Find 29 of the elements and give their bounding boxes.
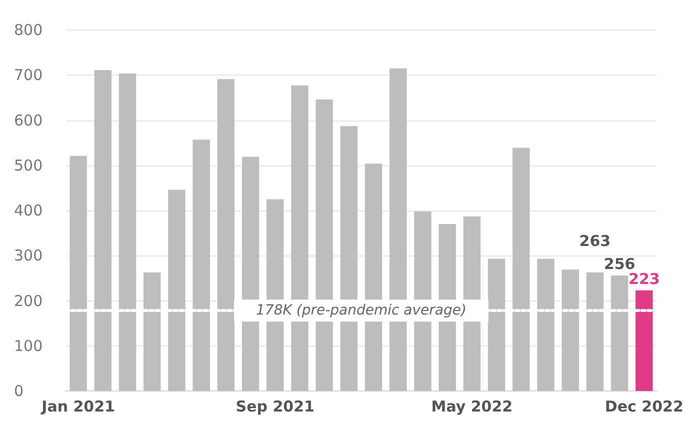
data-label: 263: [579, 232, 611, 250]
bar: [488, 258, 506, 391]
y-tick-label: 500: [14, 156, 43, 174]
y-tick-label: 800: [14, 21, 43, 39]
bar: [192, 140, 210, 391]
bar: [586, 272, 604, 391]
bar: [537, 258, 554, 391]
bar: [636, 290, 653, 391]
x-tick-label: May 2022: [431, 398, 513, 416]
bar: [144, 272, 161, 391]
bar: [70, 156, 87, 391]
bar: [118, 73, 136, 391]
x-tick-label: Jan 2021: [40, 398, 115, 416]
bar: [610, 275, 628, 391]
y-tick-label: 0: [14, 382, 24, 400]
bar: [168, 190, 186, 391]
y-tick-label: 700: [14, 66, 43, 84]
y-tick-label: 100: [14, 336, 43, 355]
bar: [512, 148, 530, 391]
x-tick-label: Dec 2022: [604, 398, 684, 416]
y-tick-label: 400: [14, 202, 43, 220]
bar: [94, 70, 112, 391]
y-tick-label: 300: [14, 246, 43, 265]
y-tick-label: 200: [14, 292, 43, 310]
x-tick-label: Sep 2021: [236, 398, 314, 416]
y-tick-label: 600: [14, 111, 43, 130]
bar: [562, 270, 579, 391]
ref-line-label: 178K (pre-pandemic average): [256, 302, 466, 319]
bar: [217, 79, 235, 391]
